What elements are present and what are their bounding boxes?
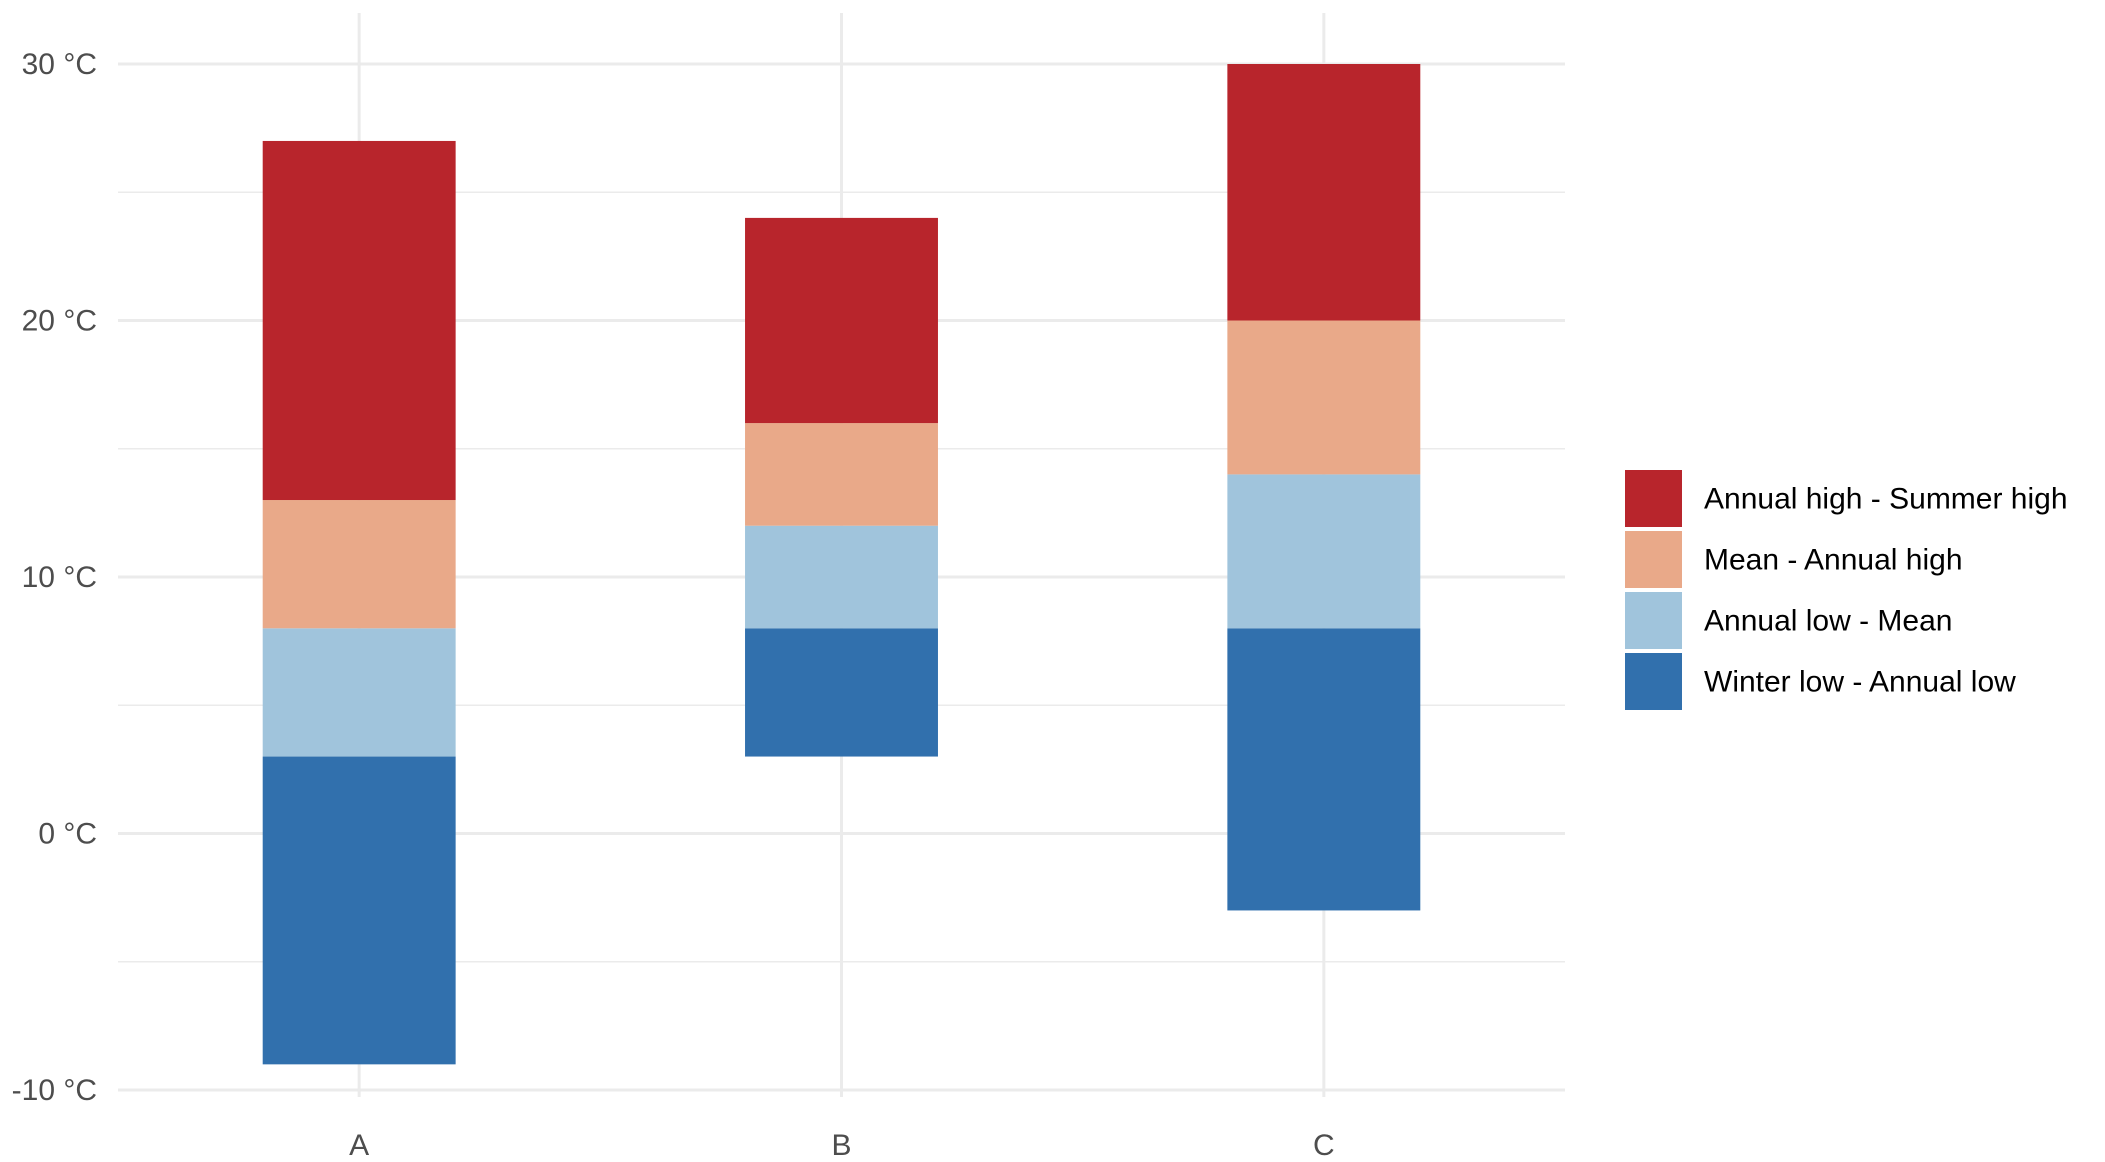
bar-segment — [745, 217, 938, 424]
legend-label: Mean - Annual high — [1704, 544, 1963, 577]
legend: Annual high - Summer high Mean - Annual h… — [1625, 470, 2068, 710]
bar-segment — [262, 500, 456, 629]
axes: -10 °C 0 °C 10 °C 20 °C 30 °C A B C — [12, 48, 1335, 1162]
x-tick-label: B — [831, 1129, 851, 1162]
y-tick-label: 30 °C — [22, 48, 97, 81]
x-tick-label: C — [1313, 1129, 1335, 1162]
bar-segment — [745, 525, 938, 629]
bar-segment — [262, 756, 456, 1065]
bar-segment — [1227, 64, 1421, 321]
legend-label: Annual high - Summer high — [1704, 483, 2068, 516]
legend-key — [1625, 592, 1682, 649]
legend-key — [1625, 470, 1682, 527]
legend-label: Winter low - Annual low — [1704, 666, 2016, 699]
bar-segment — [745, 423, 938, 526]
y-tick-label: 20 °C — [22, 305, 97, 338]
bar-segment — [262, 140, 456, 501]
bar-segment — [262, 628, 456, 757]
legend-key — [1625, 653, 1682, 710]
y-tick-label: 0 °C — [38, 818, 97, 851]
bar-segment — [1227, 474, 1421, 629]
bars — [262, 64, 1421, 1065]
bar-segment — [745, 628, 938, 757]
bar-segment — [1227, 320, 1421, 475]
bar-segment — [1227, 628, 1421, 911]
legend-key — [1625, 531, 1682, 588]
x-tick-label: A — [349, 1129, 369, 1162]
y-tick-label: -10 °C — [12, 1074, 97, 1107]
legend-label: Annual low - Mean — [1704, 605, 1952, 638]
y-tick-label: 10 °C — [22, 561, 97, 594]
